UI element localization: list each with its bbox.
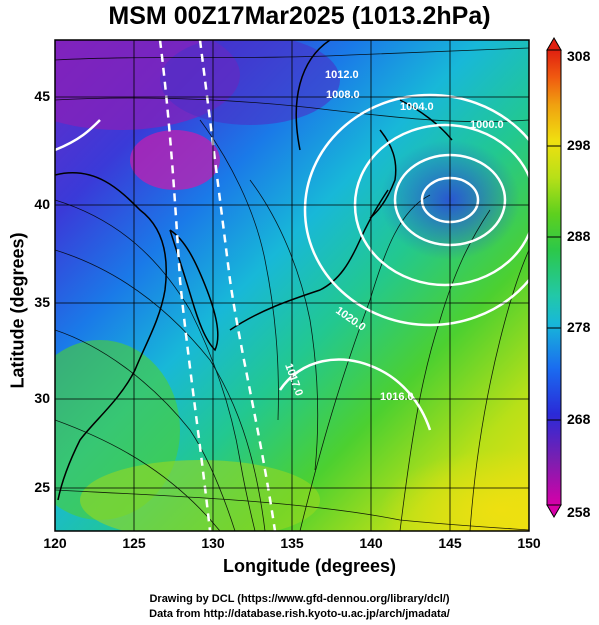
isobar-label: 1012.0 — [325, 69, 359, 81]
temperature-field — [55, 40, 529, 531]
y-tick-label: 35 — [34, 294, 50, 310]
y-tick-label: 25 — [34, 479, 50, 495]
colorbar-scale — [546, 49, 562, 506]
colorbar-tick-label: 308 — [567, 48, 591, 64]
x-tick-label: 120 — [43, 535, 67, 551]
colorbar-lower-arrow — [546, 504, 562, 518]
colorbar — [546, 37, 562, 518]
x-axis-label: Longitude (degrees) — [222, 556, 396, 576]
colorbar-tick-label: 278 — [567, 319, 591, 335]
drawing-credit: Drawing by DCL (https://www.gfd-dennou.o… — [149, 593, 450, 605]
isobar-label: 1016.0 — [380, 391, 414, 403]
isobar-label: 1008.0 — [326, 89, 360, 101]
map-frame — [54, 39, 530, 532]
colorbar-tick-label: 298 — [567, 137, 591, 153]
y-axis-label: Latitude (degrees) — [7, 232, 28, 389]
x-tick-label: 130 — [201, 535, 225, 551]
y-tick-label: 40 — [34, 196, 50, 212]
isobar-label: 1004.0 — [400, 101, 434, 113]
y-tick-label: 30 — [34, 390, 50, 406]
x-tick-label: 125 — [122, 535, 146, 551]
figure-title: MSM 00Z17Mar2025 (1013.2hPa) — [108, 2, 491, 30]
graticule — [55, 40, 529, 531]
x-tick-label: 140 — [359, 535, 383, 551]
y-tick-label: 45 — [34, 88, 50, 104]
x-tick-label: 150 — [517, 535, 541, 551]
data-source-credit: Data from http://database.rish.kyoto-u.a… — [149, 608, 450, 620]
colorbar-tick-label: 288 — [567, 228, 591, 244]
isobar-label: 1000.0 — [470, 119, 504, 131]
x-tick-label: 135 — [280, 535, 304, 551]
x-tick-label: 145 — [438, 535, 462, 551]
colorbar-tick-label: 258 — [567, 504, 591, 520]
colorbar-tick-label: 268 — [567, 411, 591, 427]
colorbar-upper-arrow — [546, 37, 562, 51]
